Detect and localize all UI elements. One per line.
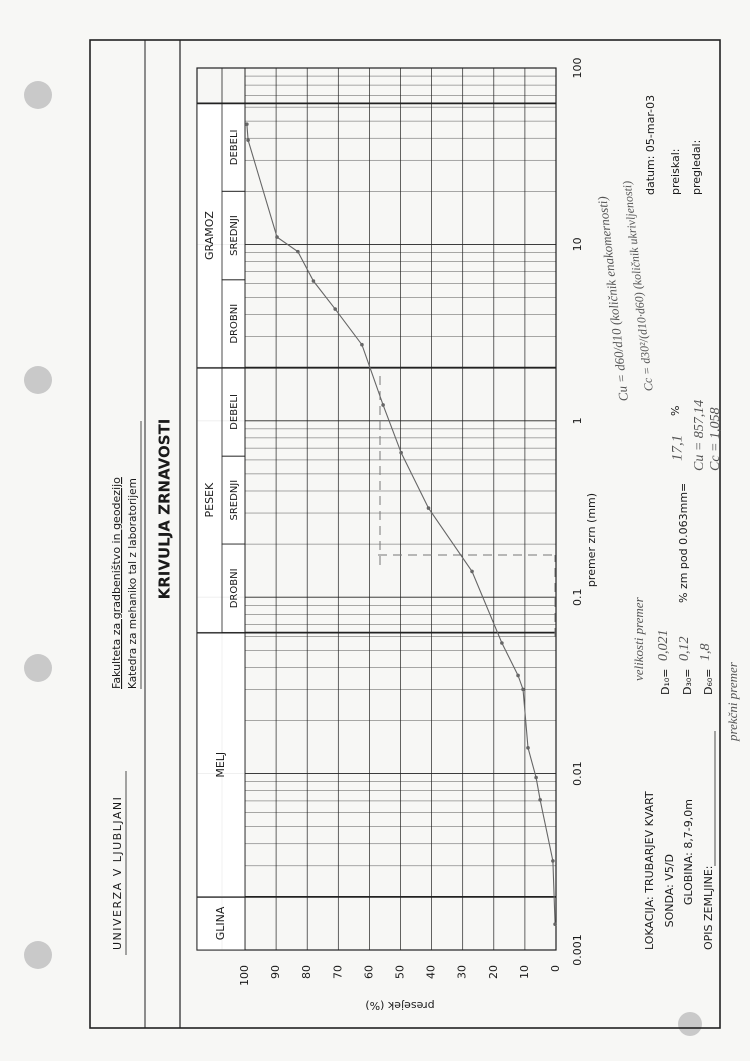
x-tick-label: 1 (571, 417, 584, 424)
data-point (360, 342, 364, 347)
subclass-label: DEBELI (229, 394, 240, 430)
y-tick-label: 100 (238, 965, 251, 986)
punch-hole (678, 1012, 702, 1036)
y-tick-label: 40 (425, 965, 438, 979)
class-label: GLINA (214, 906, 227, 940)
hand-cc: Cc = 1,058 (708, 408, 723, 472)
x-tick-label: 0.1 (571, 588, 584, 606)
subclass-cell (221, 102, 246, 192)
y-tick-label: 10 (518, 965, 531, 979)
y-tick-label: 90 (269, 965, 282, 979)
tested: preiskal: (669, 149, 682, 196)
hand-note: velikosti premer (631, 596, 646, 681)
subclass-label: DEBELI (229, 129, 240, 165)
punch-hole (24, 654, 52, 682)
data-point (381, 403, 385, 407)
data-point (245, 122, 249, 127)
data-point (526, 746, 530, 750)
y-tick-label: 20 (487, 965, 500, 979)
chart-title: KRIVULJA ZRNAVOSTI (156, 419, 174, 600)
frame (89, 39, 721, 1029)
y-axis-label: presejek (%) (365, 999, 434, 1012)
probe: SONDA: V5/D (663, 854, 676, 927)
fines-label: % zm pod 0.063mm= (677, 483, 690, 603)
data-point (275, 235, 279, 239)
department: Katedra za mehaniko tal z laboratorijem (127, 478, 139, 689)
data-point (399, 450, 403, 455)
soil-description: OPIS ZEMLJINE: (702, 866, 715, 951)
hand-d30: 0,12 (677, 637, 692, 662)
y-tick-label: 0 (549, 965, 562, 972)
data-point (470, 569, 474, 574)
data-point (534, 775, 538, 780)
class-label: PESEK (203, 482, 216, 518)
class-label: MELJ (214, 752, 227, 778)
data-point (538, 798, 542, 802)
y-tick-label: 30 (456, 965, 469, 979)
y-tick-label: 50 (394, 965, 407, 979)
subclass-label: SREDNJI (229, 215, 240, 256)
subclass-label: DROBNI (229, 304, 240, 344)
fines-unit: % (669, 406, 682, 416)
location: LOKACIJA: TRUBARJEV KVART (643, 791, 656, 950)
d60-label: D₆₀= (702, 668, 715, 695)
x-tick-label: 10 (571, 237, 584, 251)
data-point (296, 249, 300, 254)
data-point (246, 138, 250, 142)
data-point (333, 307, 337, 311)
x-tick-label: 0.01 (571, 761, 584, 786)
data-point (500, 641, 504, 645)
data-point (426, 506, 431, 510)
x-axis-label: premer zrn (mm) (585, 493, 598, 587)
data-point (516, 673, 520, 678)
data-point (311, 279, 316, 283)
depth: GLOBINA: 8,7-9,0m (682, 799, 695, 905)
y-tick-label: 60 (362, 965, 375, 979)
x-tick-label: 100 (571, 58, 584, 79)
faculty: Fakulteta za gradbeništvo in geodezijo (110, 477, 123, 689)
punch-hole (24, 941, 52, 969)
data-point (521, 687, 525, 692)
date: datum: 05-mar-03 (644, 95, 657, 195)
d10-label: D₁₀= (659, 668, 672, 695)
class-label: GRAMOZ (203, 211, 216, 260)
data-point (551, 859, 555, 863)
subclass-label: SREDNJI (229, 480, 240, 521)
reviewed: pregledal: (690, 140, 703, 195)
punch-hole (24, 366, 52, 394)
data-point (553, 922, 557, 927)
d30-label: D₃₀= (681, 668, 694, 695)
hand-cu: Cu = 857,14 (692, 400, 707, 471)
y-tick-label: 70 (331, 965, 344, 979)
hand-note: prekčni premer (725, 661, 740, 742)
punch-hole (24, 81, 52, 109)
y-tick-label: 80 (300, 965, 313, 979)
hand-d10: 0,021 (656, 630, 671, 662)
hand-fines: 17,1 (669, 435, 685, 461)
university: UNIVERZA V LJUBLJANI (111, 796, 124, 950)
hand-d60: 1,8 (698, 644, 713, 662)
subclass-label: DROBNI (229, 568, 240, 608)
x-tick-label: 0.001 (571, 934, 584, 966)
